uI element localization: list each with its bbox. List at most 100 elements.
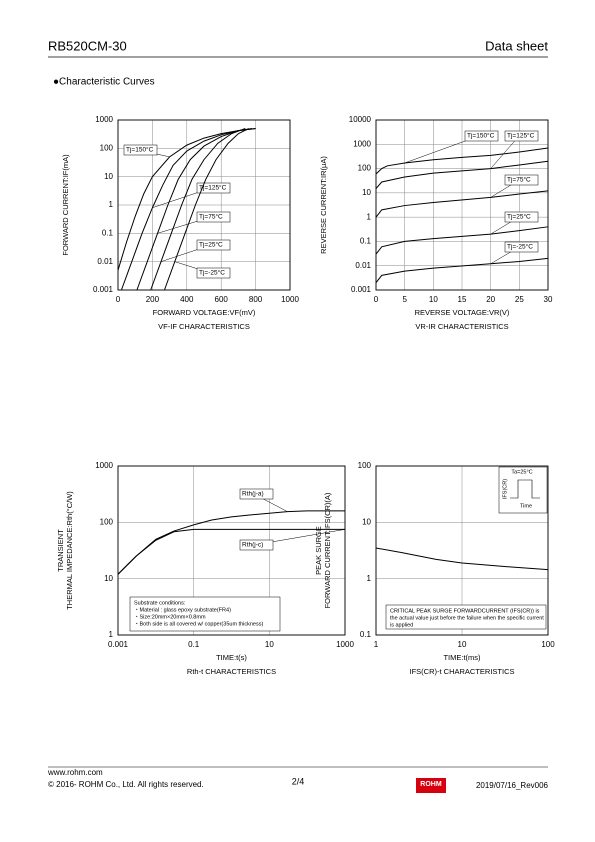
note-line: CRITICAL PEAK SURGE FORWARDCURRENT (IFS(… — [390, 608, 540, 614]
note-line: ・Size:20mm×20mm×0.8mm — [134, 614, 206, 620]
x-tick-label: 15 — [458, 295, 467, 304]
series-line — [375, 190, 549, 218]
chart-caption: Rth-t CHARACTERISTICS — [187, 667, 276, 676]
x-tick-label: 10 — [429, 295, 438, 304]
note-line: ・Both side is all covered w/ copper(35um… — [134, 621, 263, 627]
x-axis-label: FORWARD VOLTAGE:VF(mV) — [153, 308, 256, 317]
inset-pulse — [510, 479, 540, 499]
y-tick-label: 1 — [367, 212, 372, 221]
series-line — [117, 528, 345, 575]
legend-label: Tj=75°C — [199, 213, 223, 221]
y-tick-label: 10000 — [349, 115, 372, 124]
note-box — [385, 604, 547, 630]
legend-label: Tj=-25°C — [199, 269, 225, 277]
x-tick-label: 20 — [486, 295, 495, 304]
x-tick-label: 5 — [402, 295, 407, 304]
footer-copyright: © 2016- ROHM Co., Ltd. All rights reserv… — [48, 780, 204, 789]
legend-label: Rth(j-c) — [242, 542, 263, 549]
y-tick-label: 1 — [109, 200, 114, 209]
callout-box — [196, 182, 231, 194]
y-tick-label: 100 — [358, 461, 372, 470]
x-tick-label: 0 — [374, 295, 379, 304]
y-tick-label: 1000 — [353, 139, 371, 148]
legend-label: Tj=125°C — [199, 184, 227, 192]
x-tick-label: 10 — [265, 640, 274, 649]
inset-box — [498, 466, 548, 514]
callout-box — [239, 539, 274, 551]
y-tick-label: 100 — [358, 164, 372, 173]
y-tick-label: 0.001 — [351, 285, 372, 294]
y-tick-label: 1000 — [95, 461, 113, 470]
y-axis-label: PEAK SURGE — [314, 526, 323, 575]
y-tick-label: 0.1 — [360, 237, 372, 246]
plot-frame — [117, 119, 291, 291]
leader-line — [490, 135, 520, 169]
plot-frame — [375, 119, 549, 291]
note-box — [129, 596, 281, 632]
legend-label: Tj=25°C — [199, 241, 223, 249]
callout-box — [464, 130, 499, 142]
plot-frame — [375, 465, 549, 636]
legend-label: Tj=150°C — [126, 146, 154, 154]
x-tick-label: 10 — [458, 640, 467, 649]
plot-frame — [117, 465, 346, 636]
legend-label: Tj=-25°C — [507, 243, 533, 251]
y-tick-label: 0.1 — [360, 630, 372, 639]
inset-condition: Ta=25°C — [511, 469, 532, 475]
callout-box — [504, 174, 539, 186]
y-tick-label: 1 — [109, 630, 114, 639]
x-tick-label: 0 — [116, 295, 121, 304]
chart-caption: IFS(CR)-t CHARACTERISTICS — [410, 667, 515, 676]
series-line — [163, 128, 249, 291]
series-line — [375, 547, 549, 571]
section-title: ●Characteristic Curves — [53, 77, 155, 88]
doc-title: RB520CM-30 — [48, 38, 127, 53]
callout-box — [123, 144, 158, 156]
y-tick-label: 0.001 — [93, 285, 114, 294]
doc-type: Data sheet — [485, 38, 548, 53]
y-tick-label: 1 — [367, 574, 372, 583]
callout-box — [196, 267, 231, 279]
note-line: Substrate conditions: — [134, 600, 186, 606]
y-axis-label: THERMAL IMPEDANCE:Rth(°C/W) — [65, 491, 74, 610]
y-tick-label: 10 — [104, 172, 113, 181]
callout-box — [504, 130, 539, 142]
y-axis-label: FORWARD CURRENT:IF(mA) — [61, 154, 70, 256]
inset-xlabel: Time — [520, 503, 532, 509]
legend-label: Rth(j-a) — [242, 491, 264, 498]
x-tick-label: 1 — [374, 640, 379, 649]
series-line — [117, 510, 345, 575]
y-tick-label: 0.01 — [355, 261, 371, 270]
note-line: is applied — [390, 622, 413, 628]
series-line — [136, 128, 253, 291]
x-tick-label: 800 — [249, 295, 263, 304]
y-axis-label: REVERSE CURRENT:IR(μA) — [319, 156, 328, 254]
x-axis-label: TIME:t(s) — [216, 653, 247, 662]
x-tick-label: 0.1 — [188, 640, 200, 649]
logo-box — [416, 778, 446, 793]
logo: ROHM — [420, 781, 442, 788]
y-tick-label: 0.01 — [97, 257, 113, 266]
y-tick-label: 0.1 — [102, 228, 114, 237]
x-tick-label: 1000 — [281, 295, 299, 304]
inset-ylabel: IFS(CR) — [502, 479, 508, 499]
series-line — [120, 128, 256, 291]
y-axis-label: FORWARD CURRENT:IFS(CR)(A) — [323, 492, 332, 608]
series-line — [375, 257, 549, 283]
y-tick-label: 10 — [362, 517, 371, 526]
callout-box — [504, 241, 539, 253]
legend-label: Tj=125°C — [507, 132, 535, 140]
y-axis-label: TRANSIENT — [56, 529, 65, 572]
callout-box — [196, 211, 231, 223]
legend-label: Tj=75°C — [507, 176, 531, 184]
footer-revision: 2019/07/16_Rev006 — [476, 781, 549, 790]
callout-box — [504, 211, 539, 223]
x-axis-label: REVERSE VOLTAGE:VR(V) — [415, 308, 510, 317]
note-line: the actual value just before the failure… — [390, 615, 544, 621]
x-tick-label: 600 — [215, 295, 229, 304]
x-tick-label: 30 — [544, 295, 553, 304]
series-line — [150, 128, 246, 291]
x-tick-label: 25 — [515, 295, 524, 304]
note-line: ・Material : glass epoxy substrate(FR4) — [134, 607, 231, 613]
